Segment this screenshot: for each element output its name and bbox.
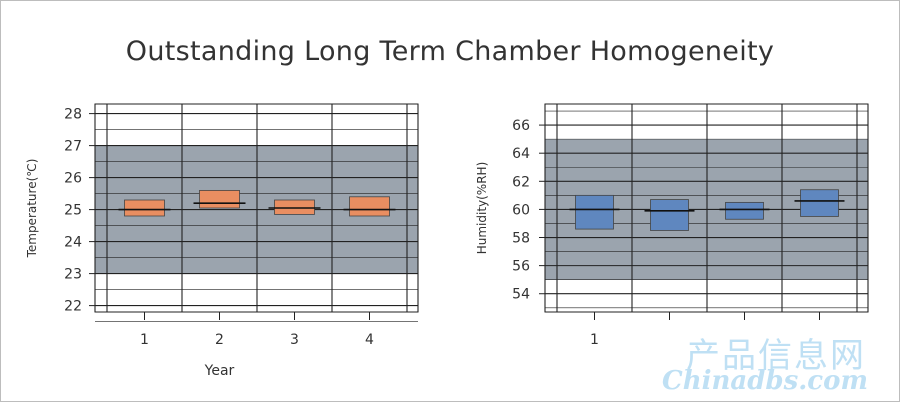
- temperature-y-tick-label: 27: [64, 139, 82, 155]
- temperature-x-tick-label: 3: [290, 332, 299, 348]
- temperature-x-axis-label: Year: [204, 363, 235, 379]
- temperature-y-tick-label: 24: [64, 235, 82, 251]
- humidity-y-tick-label: 56: [512, 259, 530, 275]
- temperature-box: [349, 196, 390, 217]
- temperature-box: [124, 199, 165, 217]
- humidity-chart: 54 56 58 60 62 64 66 1 Humidity(%RH): [475, 103, 869, 348]
- humidity-box: [575, 194, 614, 230]
- humidity-y-axis-label: Humidity(%RH): [475, 162, 489, 255]
- humidity-x-tick-label: 1: [590, 332, 599, 348]
- humidity-box: [800, 189, 839, 217]
- temperature-x-tick-label: 1: [140, 332, 149, 348]
- temperature-y-tick-label: 25: [64, 203, 82, 219]
- temperature-x-tick-label: 2: [215, 332, 224, 348]
- humidity-box: [725, 201, 764, 220]
- temperature-box: [199, 189, 240, 209]
- temperature-y-axis-label: Temperature(℃): [25, 159, 39, 259]
- temperature-y-tick-label: 28: [64, 107, 82, 123]
- humidity-y-tick-label: 60: [512, 202, 530, 218]
- temperature-x-tick-label: 4: [365, 332, 374, 348]
- figure-title: Outstanding Long Term Chamber Homogeneit…: [125, 36, 775, 67]
- humidity-y-tick-label: 64: [512, 146, 530, 162]
- humidity-y-tick-label: 58: [512, 231, 530, 247]
- humidity-y-tick-label: 62: [512, 174, 530, 190]
- watermark-url-text: Chinadbs.com: [662, 366, 868, 396]
- humidity-y-tick-label: 66: [512, 118, 530, 134]
- temperature-y-tick-label: 22: [64, 299, 82, 315]
- temperature-y-tick-label: 23: [64, 267, 82, 283]
- temperature-y-tick-label: 26: [64, 171, 82, 187]
- watermark: 产品信息网 Chinadbs.com: [650, 326, 890, 398]
- humidity-y-tick-label: 54: [512, 287, 530, 303]
- humidity-box: [650, 199, 689, 231]
- watermark-chinese-text: 产品信息网: [686, 336, 866, 376]
